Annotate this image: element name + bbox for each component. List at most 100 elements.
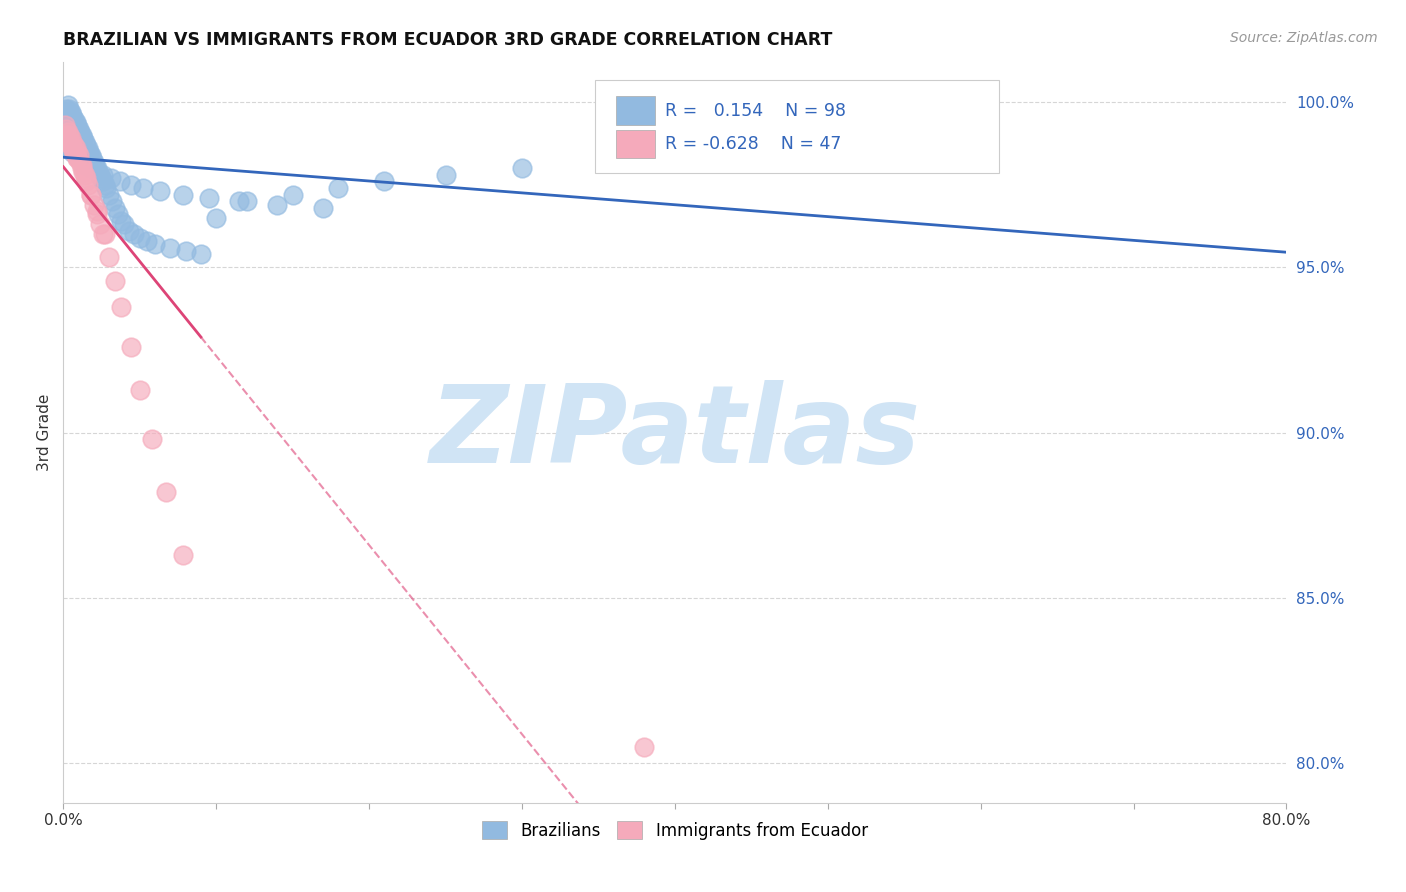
- Point: [70, 158, 93, 172]
- Point: [62, 141, 84, 155]
- FancyBboxPatch shape: [616, 96, 655, 125]
- Point: [69, 125, 91, 139]
- Point: [53, 105, 76, 120]
- Point: [69, 135, 91, 149]
- Point: [155, 485, 177, 500]
- Point: [56, 98, 79, 112]
- Point: [55, 125, 77, 139]
- Point: [108, 174, 131, 188]
- Point: [82, 151, 104, 165]
- Point: [53, 112, 76, 126]
- Point: [73, 135, 96, 149]
- Point: [235, 194, 259, 209]
- Point: [93, 178, 115, 192]
- Point: [76, 148, 98, 162]
- Point: [72, 164, 94, 178]
- Text: Source: ZipAtlas.com: Source: ZipAtlas.com: [1230, 31, 1378, 45]
- Point: [66, 151, 89, 165]
- Point: [143, 237, 166, 252]
- Point: [55, 108, 77, 122]
- Point: [93, 227, 115, 242]
- Point: [633, 739, 655, 754]
- Point: [62, 115, 84, 129]
- Point: [55, 128, 77, 143]
- Point: [100, 171, 122, 186]
- Legend: Brazilians, Immigrants from Ecuador: Brazilians, Immigrants from Ecuador: [475, 814, 875, 847]
- Point: [136, 234, 159, 248]
- Point: [114, 218, 135, 232]
- Point: [120, 340, 142, 354]
- Point: [62, 135, 84, 149]
- Point: [63, 145, 86, 159]
- Point: [86, 161, 108, 176]
- Point: [84, 158, 107, 172]
- Point: [328, 181, 350, 195]
- Point: [76, 178, 98, 192]
- Point: [75, 174, 97, 188]
- Point: [70, 128, 93, 143]
- Point: [72, 131, 94, 145]
- Point: [104, 274, 127, 288]
- Text: BRAZILIAN VS IMMIGRANTS FROM ECUADOR 3RD GRADE CORRELATION CHART: BRAZILIAN VS IMMIGRANTS FROM ECUADOR 3RD…: [63, 31, 832, 49]
- Point: [59, 138, 82, 153]
- Point: [90, 171, 112, 186]
- Point: [80, 148, 103, 162]
- Point: [55, 121, 77, 136]
- Point: [66, 145, 89, 159]
- Point: [65, 141, 87, 155]
- Point: [55, 102, 77, 116]
- Point: [118, 224, 141, 238]
- Y-axis label: 3rd Grade: 3rd Grade: [37, 394, 52, 471]
- Point: [63, 118, 86, 132]
- Point: [91, 168, 114, 182]
- Point: [128, 383, 150, 397]
- Point: [132, 181, 155, 195]
- Point: [76, 141, 98, 155]
- FancyBboxPatch shape: [595, 80, 1000, 173]
- Point: [55, 115, 77, 129]
- Point: [62, 125, 84, 139]
- Point: [62, 108, 84, 122]
- Point: [80, 187, 103, 202]
- Point: [72, 141, 94, 155]
- Point: [59, 112, 82, 126]
- Point: [281, 187, 304, 202]
- Point: [110, 214, 132, 228]
- Point: [98, 187, 121, 202]
- Point: [94, 181, 117, 195]
- Point: [174, 244, 197, 258]
- Point: [128, 230, 150, 244]
- Point: [59, 105, 82, 120]
- Point: [190, 247, 212, 261]
- Point: [86, 204, 108, 219]
- Point: [63, 138, 86, 153]
- Point: [83, 197, 105, 211]
- Point: [120, 178, 142, 192]
- Point: [75, 171, 97, 186]
- Point: [87, 164, 110, 178]
- Point: [65, 115, 87, 129]
- Point: [80, 187, 103, 202]
- Point: [70, 154, 93, 169]
- Point: [205, 211, 228, 225]
- Text: R = -0.628    N = 47: R = -0.628 N = 47: [665, 135, 841, 153]
- Point: [98, 251, 121, 265]
- Point: [59, 118, 82, 132]
- Point: [53, 118, 76, 132]
- Point: [69, 154, 91, 169]
- Point: [65, 125, 87, 139]
- Point: [59, 138, 82, 153]
- Point: [67, 151, 90, 165]
- Point: [77, 145, 100, 159]
- Point: [141, 432, 163, 446]
- Point: [66, 151, 89, 165]
- Point: [63, 112, 86, 126]
- Point: [122, 227, 145, 242]
- Point: [63, 145, 86, 159]
- Point: [510, 161, 533, 176]
- Point: [67, 148, 90, 162]
- Point: [65, 148, 87, 162]
- Point: [159, 241, 181, 255]
- Point: [56, 131, 79, 145]
- Point: [228, 194, 250, 209]
